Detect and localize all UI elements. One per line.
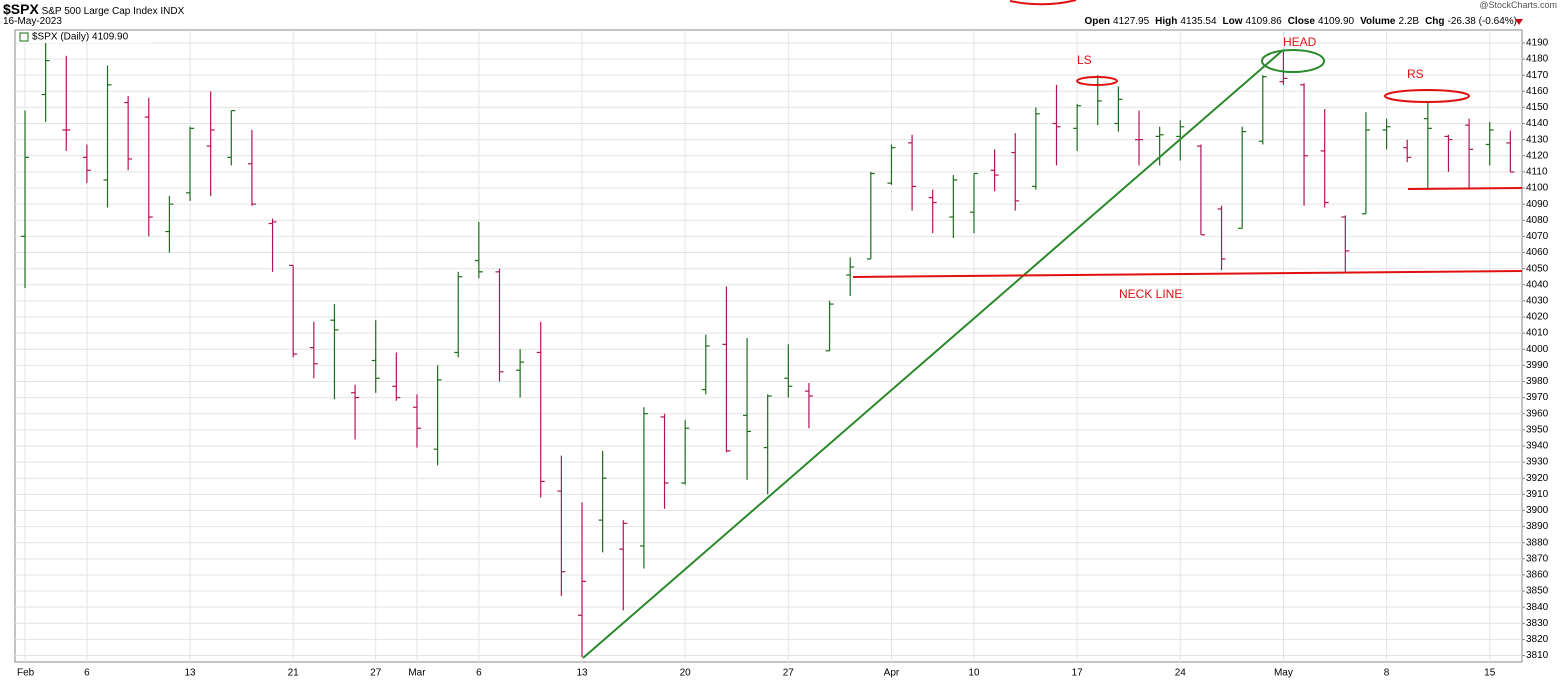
y-tick-label: 3910 [1526, 489, 1549, 500]
y-tick-label: 3920 [1526, 473, 1549, 484]
stat-label: Volume [1360, 16, 1396, 27]
x-tick-label: 6 [476, 668, 482, 679]
y-tick-label: 4050 [1526, 263, 1549, 274]
bars [21, 34, 1515, 658]
x-tick-label: 17 [1072, 668, 1084, 679]
y-tick-label: 3870 [1526, 553, 1549, 564]
y-tick-label: 3880 [1526, 537, 1549, 548]
grid: 3810 3820 3830 3840 3850 3860 3870 3880 3890 3900… [15, 30, 1549, 679]
y-tick-label: 4020 [1526, 312, 1549, 323]
support-line [1407, 187, 1523, 190]
symbol: $SPX [3, 1, 39, 17]
y-tick-label: 3930 [1526, 457, 1549, 468]
legend-box [17, 31, 151, 43]
ls-ellipse [1076, 76, 1118, 86]
stat-label: Close [1287, 16, 1315, 27]
stat-label: Low [1222, 16, 1243, 27]
x-tick-label: 8 [1384, 668, 1390, 679]
x-tick-label: Mar [408, 668, 426, 679]
x-tick-label: 13 [576, 668, 588, 679]
y-tick-label: 4170 [1526, 70, 1549, 81]
plot-frame [14, 29, 1523, 663]
y-tick-label: 4070 [1526, 231, 1549, 242]
date: 16-May-2023 [3, 16, 62, 27]
y-tick-label: 3840 [1526, 602, 1549, 613]
x-tick-label: 10 [968, 668, 980, 679]
x-tick-label: 20 [680, 668, 692, 679]
exchange: INDX [160, 6, 185, 17]
annotation: HEAD [1283, 35, 1317, 49]
x-tick-label: 24 [1175, 668, 1187, 679]
stat-value: 4127.95 [1113, 16, 1150, 27]
x-tick-label: 15 [1484, 668, 1496, 679]
stat-value: -26.38 (-0.64%) [1447, 16, 1517, 27]
y-tick-label: 4100 [1526, 183, 1549, 194]
y-tick-label: 3850 [1526, 586, 1549, 597]
y-tick-label: 4150 [1526, 102, 1549, 113]
stat-value: 4135.54 [1180, 16, 1217, 27]
x-tick-label: 27 [783, 668, 795, 679]
y-tick-label: 4040 [1526, 279, 1549, 290]
annotation: LS [1077, 53, 1092, 67]
legend-icon [19, 32, 29, 42]
y-tick-label: 3970 [1526, 392, 1549, 403]
y-tick-label: 3860 [1526, 570, 1549, 581]
y-tick-label: 3890 [1526, 521, 1549, 532]
y-tick-label: 3830 [1526, 618, 1549, 629]
stat-label: High [1155, 16, 1178, 27]
y-tick-label: 4010 [1526, 328, 1549, 339]
down-arrow [1515, 19, 1523, 25]
y-tick-label: 4090 [1526, 199, 1549, 210]
x-tick-label: 6 [84, 668, 90, 679]
stat-label: Open [1084, 16, 1111, 27]
stat-value: 2.2B [1398, 16, 1420, 27]
y-tick-label: 3940 [1526, 441, 1549, 452]
annotation: NECK LINE [1119, 287, 1182, 301]
y-tick-label: 4190 [1526, 38, 1549, 49]
stat-value: 4109.86 [1245, 16, 1282, 27]
title-block: $SPX S&P 500 Large Cap Index INDX [3, 1, 184, 17]
neck-line [852, 270, 1523, 278]
y-tick-label: 4000 [1526, 344, 1549, 355]
head-ellipse [1261, 49, 1325, 73]
y-tick-label: 4160 [1526, 86, 1549, 97]
stats: Open 4127.95 High 4135.54 Low 4109.86 Close 410… [1084, 16, 1523, 27]
y-tick-label: 4060 [1526, 247, 1549, 258]
stat-value: 4109.90 [1317, 16, 1355, 27]
x-tick-label: May [1274, 668, 1293, 679]
drawings [582, 0, 1523, 659]
annotation: RS [1407, 67, 1424, 81]
y-tick-label: 4030 [1526, 295, 1549, 306]
y-tick-label: 3960 [1526, 408, 1549, 419]
watermark: @StockCharts.com [1479, 0, 1557, 10]
y-tick-label: 4130 [1526, 134, 1549, 145]
x-tick-label: Feb [17, 668, 35, 679]
trend-line [582, 49, 1284, 659]
y-tick-label: 4120 [1526, 150, 1549, 161]
y-tick-label: 3820 [1526, 634, 1549, 645]
y-tick-label: 3810 [1526, 650, 1549, 661]
y-tick-label: 3980 [1526, 376, 1549, 387]
y-tick-label: 4140 [1526, 118, 1549, 129]
stat-label: Chg [1425, 16, 1445, 27]
y-tick-label: 3950 [1526, 424, 1549, 435]
y-tick-label: 3900 [1526, 505, 1549, 516]
x-tick-label: 13 [184, 668, 196, 679]
y-tick-label: 4180 [1526, 54, 1549, 65]
index-name: S&P 500 Large Cap Index [41, 6, 158, 17]
rs-ellipse [1384, 89, 1470, 103]
legend: $SPX (Daily) 4109.90 [32, 32, 129, 43]
x-tick-label: 27 [370, 668, 382, 679]
y-tick-label: 3990 [1526, 360, 1549, 371]
x-tick-label: 21 [288, 668, 300, 679]
top-arc [1009, 0, 1077, 6]
x-tick-label: Apr [884, 668, 900, 679]
y-tick-label: 4080 [1526, 215, 1549, 226]
annotations: LS HEAD RS NECK LINE [1077, 35, 1424, 301]
y-tick-label: 4110 [1526, 167, 1548, 178]
